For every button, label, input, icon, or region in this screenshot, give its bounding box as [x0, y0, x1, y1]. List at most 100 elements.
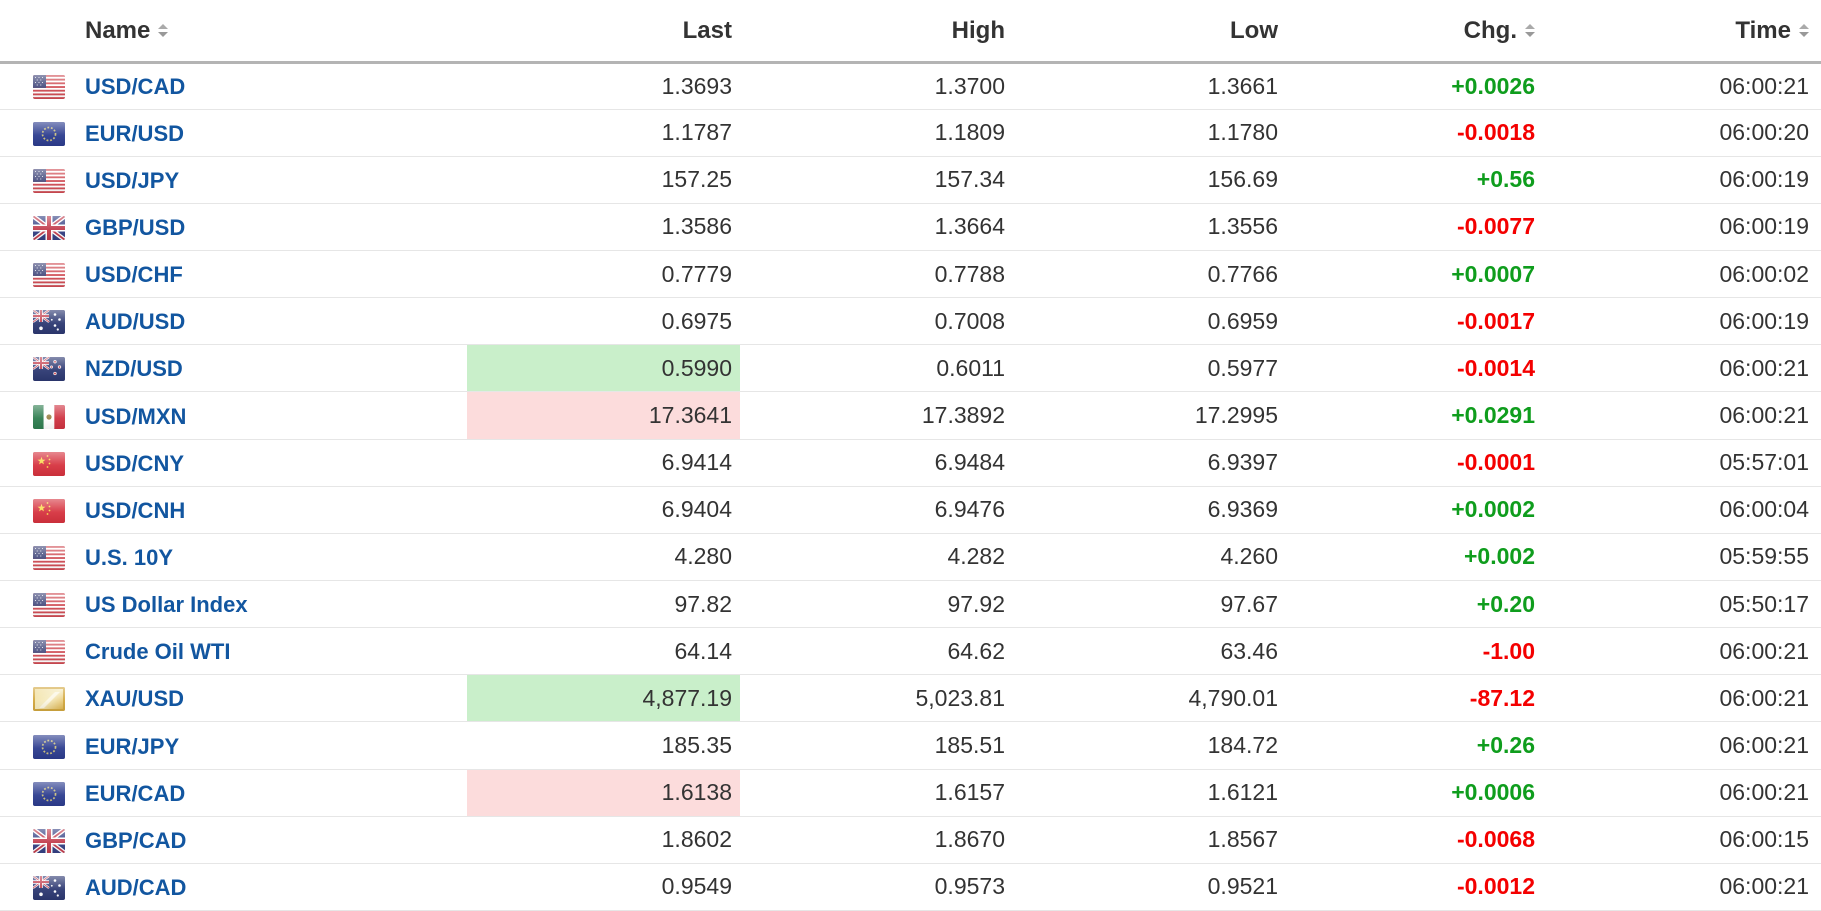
chg-cell: +0.26 [1286, 722, 1559, 769]
chg-cell: -0.0017 [1286, 298, 1559, 345]
table-row: US Dollar Index 97.82 97.92 97.67 +0.20 … [0, 581, 1821, 628]
low-cell: 6.9397 [1013, 439, 1286, 486]
low-cell: 0.5977 [1013, 345, 1286, 392]
time-cell: 06:00:21 [1559, 863, 1821, 910]
last-cell: 6.9404 [467, 486, 740, 533]
chg-cell: -0.0014 [1286, 345, 1559, 392]
pair-link[interactable]: EUR/JPY [85, 734, 179, 759]
low-cell: 6.9369 [1013, 486, 1286, 533]
sort-arrows-icon [1525, 24, 1535, 37]
pair-link[interactable]: EUR/USD [85, 121, 184, 146]
chg-cell: -0.0018 [1286, 109, 1559, 156]
low-cell: 1.3556 [1013, 203, 1286, 250]
table-row: AUD/USD 0.6975 0.7008 0.6959 -0.0017 06:… [0, 298, 1821, 345]
high-cell: 157.34 [740, 156, 1013, 203]
last-cell: 1.6138 [467, 769, 740, 816]
eu-flag-icon [33, 735, 65, 759]
low-cell: 97.67 [1013, 581, 1286, 628]
australia-flag-icon [33, 310, 65, 334]
pair-link[interactable]: EUR/CAD [85, 781, 185, 806]
pair-link[interactable]: USD/CNY [85, 451, 184, 476]
chg-cell: +0.20 [1286, 581, 1559, 628]
pair-link[interactable]: GBP/USD [85, 215, 185, 240]
high-cell: 4.282 [740, 533, 1013, 580]
pair-link[interactable]: Crude Oil WTI [85, 639, 230, 664]
column-header-high: High [740, 0, 1013, 62]
column-header-time[interactable]: Time [1559, 0, 1821, 62]
table-row: USD/MXN 17.3641 17.3892 17.2995 +0.0291 … [0, 392, 1821, 439]
last-cell: 0.6975 [467, 298, 740, 345]
time-cell: 06:00:02 [1559, 251, 1821, 298]
high-cell: 0.7788 [740, 251, 1013, 298]
high-cell: 1.1809 [740, 109, 1013, 156]
pair-link[interactable]: NZD/USD [85, 356, 183, 381]
column-header-name[interactable]: Name [0, 0, 467, 62]
pair-link[interactable]: USD/CNH [85, 498, 185, 523]
pair-link[interactable]: XAU/USD [85, 686, 184, 711]
chg-cell: -0.0077 [1286, 203, 1559, 250]
low-cell: 1.6121 [1013, 769, 1286, 816]
high-cell: 6.9476 [740, 486, 1013, 533]
pair-link[interactable]: AUD/USD [85, 309, 185, 334]
time-cell: 06:00:19 [1559, 203, 1821, 250]
chg-cell: +0.0006 [1286, 769, 1559, 816]
table-row: GBP/CAD 1.8602 1.8670 1.8567 -0.0068 06:… [0, 816, 1821, 863]
low-cell: 0.9521 [1013, 863, 1286, 910]
chg-cell: -1.00 [1286, 628, 1559, 675]
time-cell: 06:00:21 [1559, 722, 1821, 769]
pair-link[interactable]: USD/JPY [85, 168, 179, 193]
chg-cell: +0.56 [1286, 156, 1559, 203]
chg-cell: -0.0001 [1286, 439, 1559, 486]
low-cell: 0.7766 [1013, 251, 1286, 298]
mexico-flag-icon [33, 405, 65, 429]
high-cell: 17.3892 [740, 392, 1013, 439]
high-cell: 1.8670 [740, 816, 1013, 863]
table-row: XAU/USD 4,877.19 5,023.81 4,790.01 -87.1… [0, 675, 1821, 722]
column-header-low: Low [1013, 0, 1286, 62]
last-cell: 17.3641 [467, 392, 740, 439]
new-zealand-flag-icon [33, 357, 65, 381]
pair-link[interactable]: US Dollar Index [85, 592, 248, 617]
pair-link[interactable]: USD/MXN [85, 404, 186, 429]
pair-link[interactable]: USD/CAD [85, 74, 185, 99]
table-row: GBP/USD 1.3586 1.3664 1.3556 -0.0077 06:… [0, 203, 1821, 250]
table-row: Crude Oil WTI 64.14 64.62 63.46 -1.00 06… [0, 628, 1821, 675]
chg-cell: -0.0068 [1286, 816, 1559, 863]
eu-flag-icon [33, 122, 65, 146]
last-cell: 1.8602 [467, 816, 740, 863]
low-cell: 4.260 [1013, 533, 1286, 580]
pair-link[interactable]: USD/CHF [85, 262, 183, 287]
last-cell: 157.25 [467, 156, 740, 203]
table-header-row: Name Last High Low [0, 0, 1821, 62]
high-cell: 1.3700 [740, 62, 1013, 109]
time-cell: 06:00:20 [1559, 109, 1821, 156]
pair-link[interactable]: AUD/CAD [85, 875, 186, 900]
time-cell: 05:59:55 [1559, 533, 1821, 580]
time-cell: 06:00:04 [1559, 486, 1821, 533]
last-cell: 4,877.19 [467, 675, 740, 722]
column-header-label: Time [1735, 17, 1791, 45]
low-cell: 0.6959 [1013, 298, 1286, 345]
last-cell: 97.82 [467, 581, 740, 628]
high-cell: 5,023.81 [740, 675, 1013, 722]
uk-flag-icon [33, 216, 65, 240]
high-cell: 1.6157 [740, 769, 1013, 816]
chg-cell: +0.0007 [1286, 251, 1559, 298]
high-cell: 64.62 [740, 628, 1013, 675]
high-cell: 0.9573 [740, 863, 1013, 910]
last-cell: 185.35 [467, 722, 740, 769]
table-row: USD/JPY 157.25 157.34 156.69 +0.56 06:00… [0, 156, 1821, 203]
column-header-chg[interactable]: Chg. [1286, 0, 1559, 62]
pair-link[interactable]: U.S. 10Y [85, 545, 173, 570]
table-row: U.S. 10Y 4.280 4.282 4.260 +0.002 05:59:… [0, 533, 1821, 580]
us-flag-icon [33, 546, 65, 570]
low-cell: 1.1780 [1013, 109, 1286, 156]
table-row: EUR/CAD 1.6138 1.6157 1.6121 +0.0006 06:… [0, 769, 1821, 816]
time-cell: 06:00:19 [1559, 298, 1821, 345]
table-row: NZD/USD 0.5990 0.6011 0.5977 -0.0014 06:… [0, 345, 1821, 392]
column-header-label: Last [683, 17, 732, 45]
chg-cell: +0.002 [1286, 533, 1559, 580]
high-cell: 0.7008 [740, 298, 1013, 345]
table-row: USD/CNH 6.9404 6.9476 6.9369 +0.0002 06:… [0, 486, 1821, 533]
pair-link[interactable]: GBP/CAD [85, 828, 186, 853]
